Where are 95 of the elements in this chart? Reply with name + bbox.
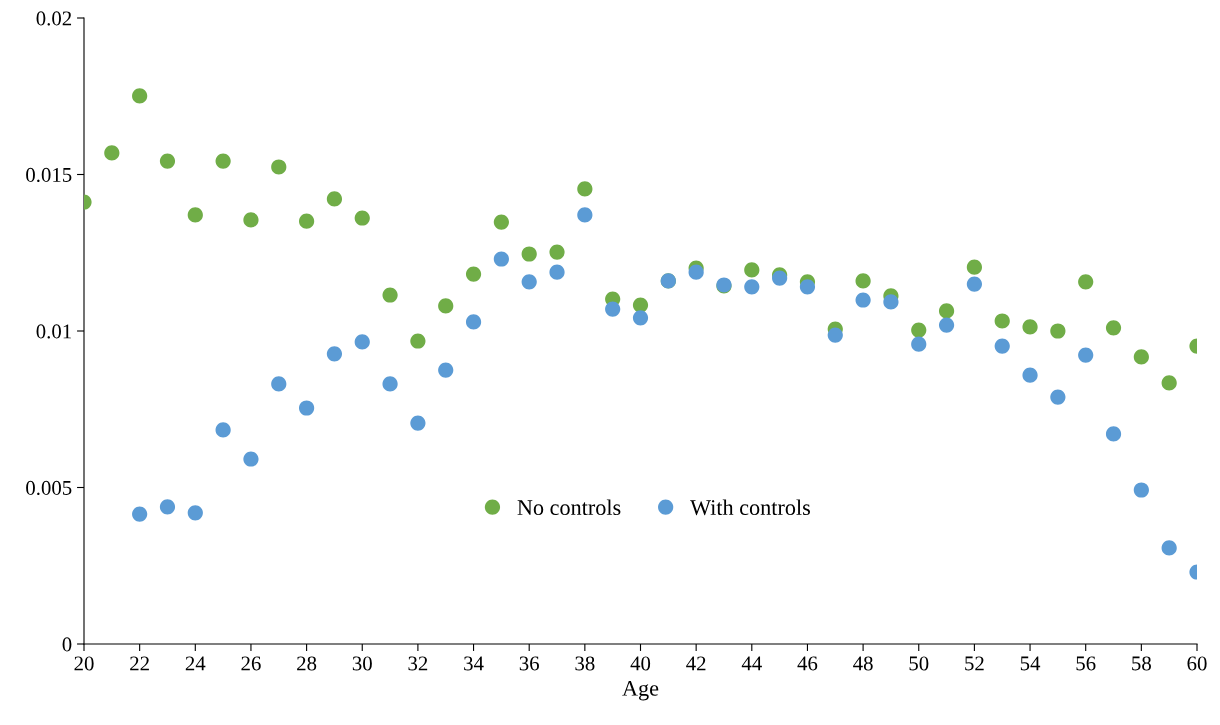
point <box>549 264 565 280</box>
point <box>1078 347 1094 363</box>
x-tick-label: 34 <box>464 656 484 671</box>
point <box>744 262 760 278</box>
point <box>827 327 843 343</box>
point <box>966 276 983 292</box>
point <box>187 505 203 521</box>
x-tick-label: 44 <box>741 656 762 671</box>
point <box>1022 319 1038 335</box>
point <box>298 213 315 229</box>
x-tick-label: 58 <box>1132 656 1151 671</box>
x-tick-label: 40 <box>630 656 651 671</box>
point <box>521 274 537 290</box>
point <box>911 322 927 338</box>
x-tick-label: 54 <box>1020 656 1041 671</box>
point <box>243 212 259 228</box>
x-tick-label: 56 <box>1076 656 1096 671</box>
point <box>215 153 231 169</box>
point <box>104 145 120 161</box>
point <box>855 292 871 308</box>
x-tick-label: 42 <box>686 656 706 671</box>
y-tick-label: 0 <box>62 637 72 652</box>
point <box>938 303 955 319</box>
x-tick-label: 60 <box>1187 656 1207 671</box>
legend-label: No controls <box>517 499 621 516</box>
point <box>410 415 426 431</box>
point <box>577 207 593 223</box>
x-tick-label: 36 <box>519 656 539 671</box>
point <box>744 279 760 295</box>
point <box>1078 274 1094 290</box>
point <box>215 422 231 438</box>
point <box>271 159 287 175</box>
y-tick-label: 0.005 <box>26 480 72 496</box>
y-tick-label: 0.01 <box>36 324 71 339</box>
point <box>354 210 370 226</box>
x-axis-title: Age <box>622 680 659 701</box>
point <box>159 499 176 515</box>
point <box>438 362 454 378</box>
x-tick-label: 52 <box>965 656 984 671</box>
point <box>410 333 426 349</box>
point <box>911 336 927 352</box>
point <box>605 301 621 317</box>
point <box>493 214 509 230</box>
point <box>688 264 704 280</box>
point <box>1105 426 1122 442</box>
point <box>132 506 148 522</box>
point <box>1050 389 1066 405</box>
x-tick-label: 32 <box>408 656 428 671</box>
point <box>1133 349 1149 365</box>
x-tick-label: 50 <box>909 656 929 671</box>
point <box>994 313 1010 329</box>
point <box>549 244 565 260</box>
x-tick-label: 48 <box>853 656 873 671</box>
point <box>326 346 343 362</box>
point <box>187 207 203 223</box>
point <box>159 153 176 169</box>
point <box>354 334 370 350</box>
point <box>1161 375 1177 391</box>
point <box>883 294 899 310</box>
point <box>382 287 398 303</box>
x-tick-label: 20 <box>74 656 94 671</box>
point <box>271 376 287 392</box>
point <box>298 400 315 416</box>
legend-label: With controls <box>690 499 810 516</box>
point <box>438 298 454 314</box>
point <box>243 451 259 467</box>
x-tick-label: 22 <box>130 656 149 671</box>
point <box>382 376 398 392</box>
x-tick-label: 46 <box>797 656 818 671</box>
point <box>577 181 593 197</box>
point <box>632 310 649 326</box>
point <box>465 266 482 282</box>
x-tick-label: 38 <box>575 656 595 671</box>
point <box>465 314 482 330</box>
point <box>521 246 537 262</box>
point <box>132 88 148 104</box>
point <box>1050 323 1066 339</box>
point <box>855 273 871 289</box>
point <box>994 338 1010 354</box>
y-tick-label: 0.02 <box>36 11 72 26</box>
point <box>938 317 955 333</box>
point <box>632 297 649 313</box>
point <box>1133 482 1149 498</box>
point <box>1161 540 1177 556</box>
x-tick-label: 30 <box>352 656 372 671</box>
x-tick-label: 28 <box>297 656 317 671</box>
x-tick-label: 26 <box>241 656 261 671</box>
y-tick-label: 0.015 <box>26 167 72 183</box>
point <box>493 251 509 267</box>
x-tick-label: 24 <box>185 656 206 671</box>
point <box>1105 320 1122 336</box>
point <box>326 191 343 207</box>
point <box>799 279 816 295</box>
point <box>966 259 983 275</box>
point <box>1022 367 1038 383</box>
